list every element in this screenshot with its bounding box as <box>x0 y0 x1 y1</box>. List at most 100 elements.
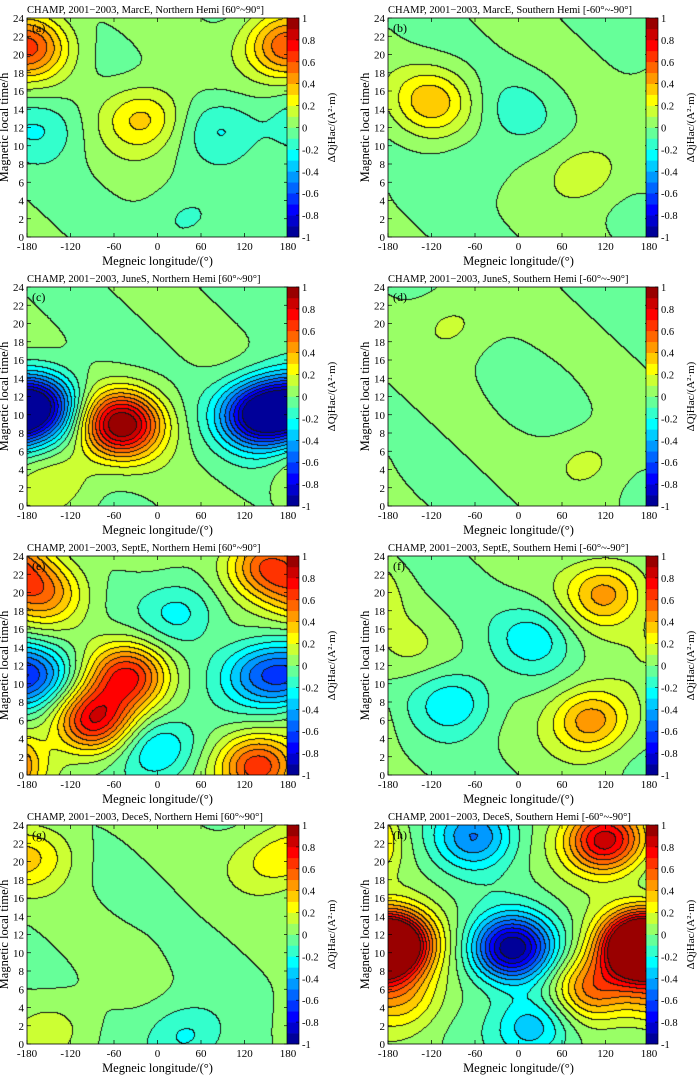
colorbar-tick-label: -0.4 <box>302 167 319 178</box>
y-tick-label: 8 <box>380 159 386 171</box>
colorbar-swatch <box>287 901 299 913</box>
y-tick-label: 4 <box>19 734 25 746</box>
colorbar-swatch <box>646 407 658 419</box>
y-tick-label: 14 <box>13 373 25 385</box>
colorbar-swatch <box>646 287 658 299</box>
y-tick-label: 0 <box>380 501 386 513</box>
y-tick-label: 24 <box>13 13 25 25</box>
colorbar-swatch <box>287 945 299 957</box>
colorbar-tick-label: 0.2 <box>661 371 674 382</box>
y-tick-label: 22 <box>13 31 24 43</box>
colorbar-swatch <box>287 28 299 41</box>
y-tick-label: 24 <box>374 13 386 25</box>
colorbar-swatch <box>646 149 658 161</box>
colorbar-tick-label: 0 <box>302 393 307 404</box>
y-tick-label: 16 <box>13 86 25 98</box>
colorbar: 1 0.8 0.6 0.4 0.2 0 -0.2 -0.4 -0.6 -0.8 -1 <box>286 14 319 244</box>
y-tick-label: 22 <box>374 569 385 581</box>
colorbar-swatch <box>287 676 299 688</box>
x-tick-label: -120 <box>60 779 81 791</box>
colorbar-swatch <box>287 1022 299 1034</box>
colorbar-swatch <box>287 632 299 644</box>
y-tick-label: 22 <box>13 300 24 312</box>
x-tick-label: -60 <box>468 779 483 791</box>
x-tick-label: -180 <box>378 779 399 791</box>
x-tick-label: 180 <box>280 510 297 522</box>
y-tick-label: 4 <box>380 465 386 477</box>
y-tick-label: 12 <box>13 392 24 404</box>
y-tick-label: 10 <box>374 141 386 153</box>
colorbar-swatch <box>287 171 299 183</box>
y-axis-label: Magnetic local time/h <box>358 72 372 182</box>
panel-f: CHAMP, 2001−2003, SeptE, Southern Hemi [… <box>358 543 697 806</box>
x-tick-label: 60 <box>557 510 569 522</box>
x-tick-label: -120 <box>60 241 81 253</box>
panel-a: CHAMP, 2001−2003, MarcE, Northern Hemi [… <box>0 5 338 268</box>
colorbar-tick-label: 0.8 <box>302 305 315 316</box>
colorbar-swatch <box>646 116 658 128</box>
colorbar: 1 0.8 0.6 0.4 0.2 0 -0.2 -0.4 -0.6 -0.8 -1 <box>645 552 678 782</box>
colorbar-swatch <box>287 352 299 364</box>
colorbar-tick-label: 0.8 <box>661 36 674 47</box>
colorbar-swatch <box>646 226 658 238</box>
panel-e: CHAMP, 2001−2003, SeptE, Northern Hemi [… <box>0 543 338 806</box>
y-tick-label: 14 <box>13 911 25 923</box>
y-tick-label: 0 <box>19 232 25 244</box>
y-tick-label: 16 <box>13 893 25 905</box>
y-tick-label: 2 <box>380 1021 386 1033</box>
colorbar-swatch <box>287 182 299 194</box>
colorbar-tick-label: 1 <box>302 552 307 563</box>
colorbar-swatch <box>646 956 658 968</box>
colorbar-swatch <box>287 643 299 655</box>
y-tick-label: 14 <box>374 373 386 385</box>
colorbar-swatch <box>287 556 299 568</box>
colorbar-swatch <box>646 709 658 721</box>
colorbar-tick-label: 0 <box>302 931 307 942</box>
y-tick-label: 2 <box>19 214 25 226</box>
x-tick-label: -60 <box>107 241 122 253</box>
colorbar-tick-label: -0.2 <box>661 683 678 694</box>
x-tick-label: 0 <box>516 241 522 253</box>
contour-field <box>27 556 288 775</box>
colorbar-swatch <box>287 720 299 732</box>
colorbar-swatch <box>646 94 658 106</box>
colorbar-swatch <box>646 341 658 353</box>
y-tick-label: 10 <box>374 948 386 960</box>
colorbar-swatch <box>287 654 299 666</box>
colorbar-swatch <box>287 923 299 935</box>
contour-field <box>388 18 649 237</box>
y-tick-label: 20 <box>374 588 386 600</box>
colorbar-tick-label: 1 <box>302 821 307 832</box>
y-tick-label: 0 <box>19 1039 25 1051</box>
colorbar-tick-label: 1 <box>302 283 307 294</box>
panel-letter: (f) <box>393 559 405 573</box>
colorbar-swatch <box>646 599 658 612</box>
colorbar-swatch <box>287 374 299 386</box>
y-tick-label: 12 <box>13 930 24 942</box>
x-tick-label: 180 <box>641 510 658 522</box>
colorbar-swatch <box>646 308 658 321</box>
x-axis-label: Megneic longitude/(°) <box>102 1061 213 1075</box>
y-tick-label: 4 <box>19 465 25 477</box>
y-tick-label: 24 <box>13 551 25 563</box>
colorbar-swatch <box>287 418 299 430</box>
y-tick-label: 8 <box>19 428 25 440</box>
y-tick-label: 20 <box>374 50 386 62</box>
colorbar-swatch <box>646 857 658 870</box>
colorbar-swatch <box>646 374 658 386</box>
colorbar-tick-label: -1 <box>661 502 670 513</box>
colorbar-tick-label: -0.2 <box>302 414 319 425</box>
y-tick-label: 0 <box>19 770 25 782</box>
colorbar-swatch <box>287 116 299 128</box>
colorbar-tick-label: 0 <box>302 662 307 673</box>
colorbar-tick-label: -0.6 <box>661 189 678 200</box>
panel-title: CHAMP, 2001−2003, SeptE, Southern Hemi [… <box>388 543 629 554</box>
y-tick-label: 18 <box>374 606 386 618</box>
colorbar-tick-label: 1 <box>302 14 307 25</box>
colorbar-swatch <box>646 720 658 732</box>
colorbar-tick-label: -0.6 <box>302 727 319 738</box>
colorbar-tick-label: -0.4 <box>302 974 319 985</box>
colorbar-swatch <box>646 923 658 935</box>
colorbar-tick-label: -1 <box>302 502 311 513</box>
x-tick-label: 60 <box>196 1048 208 1060</box>
